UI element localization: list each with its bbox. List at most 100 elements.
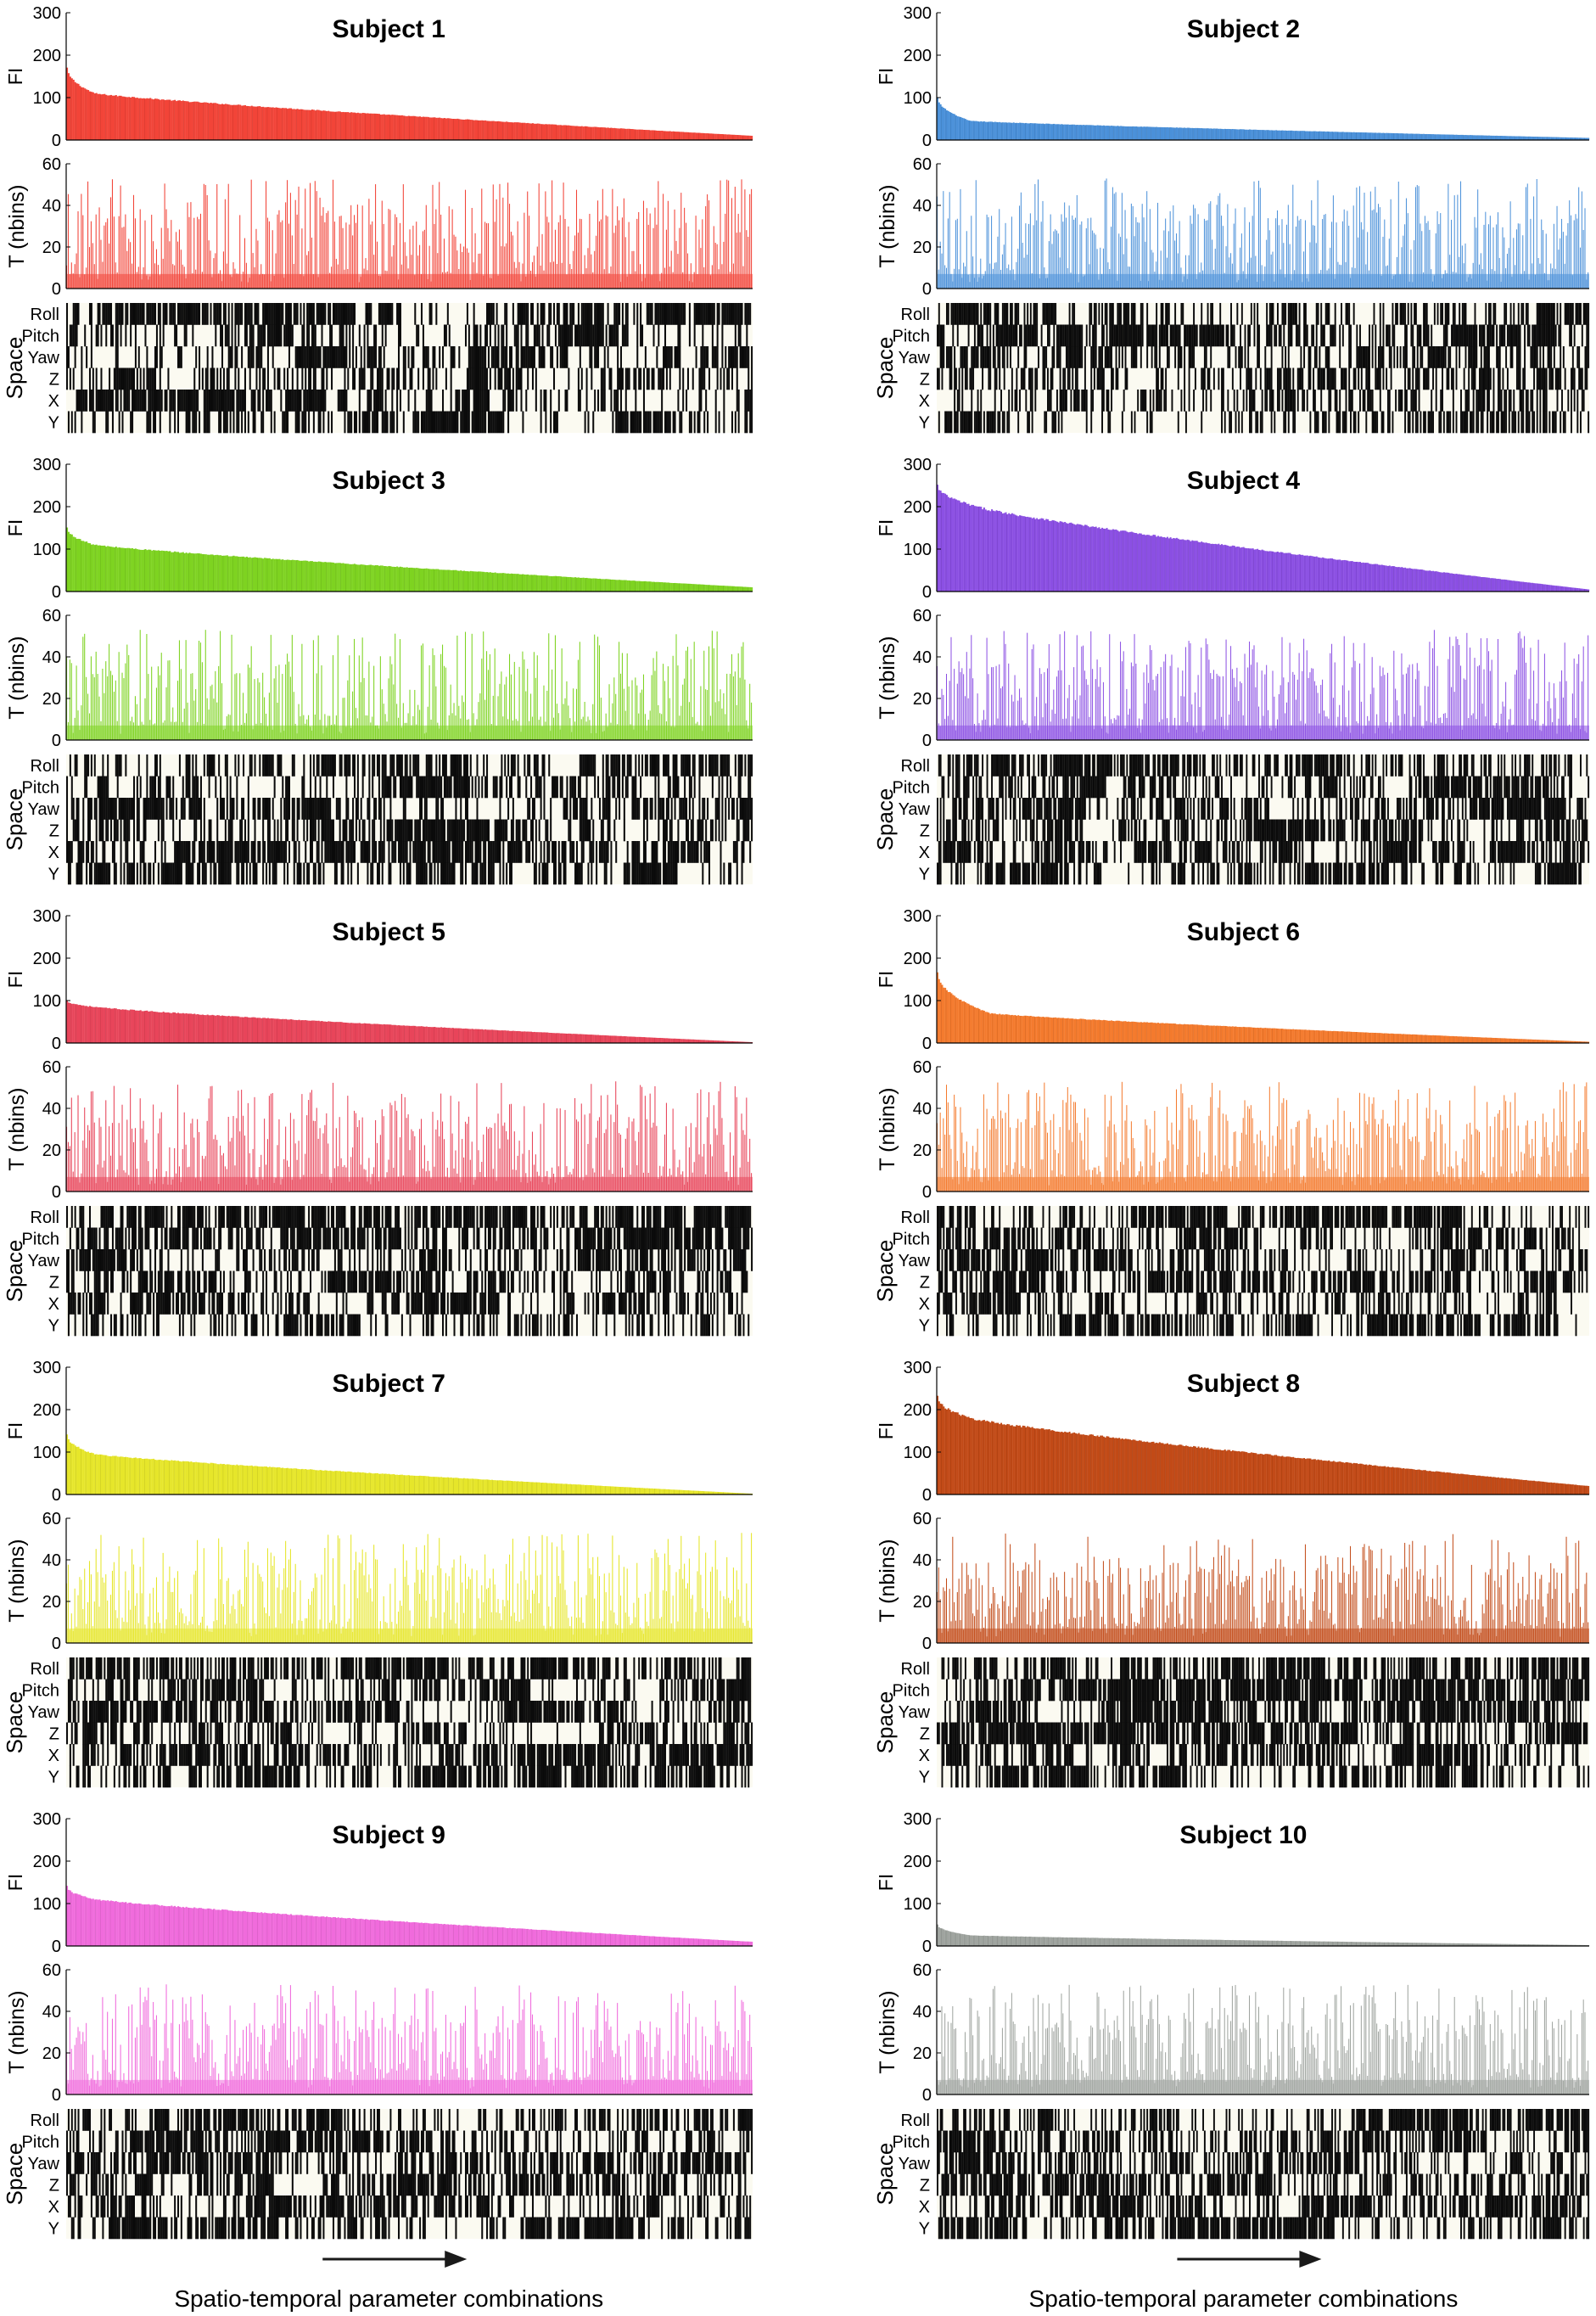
space-cell bbox=[1369, 390, 1372, 412]
space-cell bbox=[1121, 411, 1123, 434]
fi-bar bbox=[1014, 122, 1016, 140]
space-cell bbox=[1508, 324, 1510, 347]
space-cell bbox=[1448, 367, 1450, 390]
space-cell bbox=[1101, 303, 1104, 325]
space-cell bbox=[1502, 367, 1504, 390]
fi-bar bbox=[259, 106, 261, 140]
fi-bar bbox=[88, 543, 92, 592]
space-cell bbox=[1526, 324, 1529, 347]
fi-bar bbox=[417, 568, 420, 592]
space-cell bbox=[329, 346, 332, 368]
space-cell bbox=[407, 390, 410, 412]
fi-bar bbox=[664, 131, 667, 140]
fi-bar bbox=[1442, 134, 1445, 140]
space-cell bbox=[1328, 346, 1330, 368]
space-cell bbox=[159, 324, 161, 347]
space-cell bbox=[1283, 324, 1285, 347]
fi-bar bbox=[507, 573, 510, 592]
fi-bar bbox=[630, 580, 632, 592]
t-bar bbox=[1545, 233, 1547, 289]
t-bar bbox=[1571, 275, 1573, 289]
space-cell bbox=[107, 411, 109, 434]
space-cell bbox=[1003, 367, 1005, 390]
space-cell bbox=[640, 324, 642, 347]
t-bar bbox=[1036, 220, 1038, 289]
fi-bar bbox=[437, 569, 440, 592]
fi-bar bbox=[1436, 134, 1439, 140]
fi-bar bbox=[153, 550, 155, 592]
fi-bar bbox=[443, 118, 446, 140]
t-bar bbox=[182, 264, 183, 289]
space-cell bbox=[1001, 324, 1004, 347]
space-cell bbox=[317, 346, 320, 368]
space-cell bbox=[708, 303, 711, 325]
t-bar bbox=[535, 277, 536, 289]
space-cell bbox=[1044, 303, 1046, 325]
space-cell bbox=[1382, 303, 1385, 325]
space-cell bbox=[1449, 346, 1452, 368]
fi-bar bbox=[300, 560, 302, 592]
t-bar bbox=[1513, 238, 1515, 289]
space-cell bbox=[698, 303, 701, 325]
space-cell bbox=[358, 411, 361, 434]
fi-bar bbox=[659, 581, 662, 592]
fi-bar bbox=[165, 99, 168, 140]
fi-bar bbox=[693, 584, 696, 592]
space-cell bbox=[268, 324, 271, 347]
space-cell bbox=[1109, 346, 1112, 368]
space-cell bbox=[600, 390, 602, 412]
fi-bar bbox=[98, 545, 101, 592]
space-cell bbox=[174, 303, 176, 325]
t-bar bbox=[310, 182, 311, 289]
t-bar bbox=[139, 209, 141, 289]
fi-bar bbox=[1132, 126, 1134, 140]
t-bar bbox=[530, 270, 532, 289]
space-cell bbox=[345, 390, 348, 412]
space-cell bbox=[697, 303, 699, 325]
space-cell bbox=[1334, 367, 1336, 390]
t-tick-label: 20 bbox=[42, 238, 61, 257]
t-bar bbox=[1000, 269, 1002, 289]
t-bar bbox=[484, 222, 486, 289]
space-cell bbox=[1371, 324, 1374, 347]
fi-bar bbox=[686, 583, 688, 592]
space-cell bbox=[1365, 411, 1368, 434]
space-cell bbox=[1564, 367, 1566, 390]
t-bar bbox=[1494, 271, 1496, 289]
space-cell bbox=[88, 303, 91, 325]
fi-bar bbox=[1541, 137, 1543, 140]
space-cell bbox=[443, 324, 445, 347]
space-cell bbox=[1423, 411, 1425, 434]
fi-bar bbox=[1210, 128, 1212, 140]
t-bar bbox=[955, 220, 956, 289]
fi-bar bbox=[208, 554, 210, 592]
space-cell bbox=[1169, 324, 1172, 347]
space-cell bbox=[1404, 303, 1407, 325]
t-bar bbox=[1515, 229, 1517, 289]
t-bar bbox=[132, 194, 135, 289]
fi-bar bbox=[1397, 133, 1400, 140]
fi-bar bbox=[988, 121, 990, 140]
space-cell bbox=[1532, 411, 1534, 434]
space-cell bbox=[1303, 324, 1306, 347]
space-cell bbox=[270, 390, 272, 412]
space-cell bbox=[1382, 411, 1385, 434]
t-bar bbox=[1017, 249, 1019, 289]
space-cell bbox=[1106, 303, 1108, 325]
space-cell bbox=[1121, 346, 1123, 368]
space-cell bbox=[1418, 390, 1420, 412]
space-cell bbox=[1371, 346, 1374, 368]
fi-bar bbox=[587, 578, 590, 592]
t-bar bbox=[1309, 242, 1311, 289]
space-cell bbox=[1405, 390, 1408, 412]
fi-bar bbox=[674, 132, 676, 140]
fi-bar bbox=[483, 121, 485, 140]
fi-bar bbox=[731, 134, 734, 140]
space-cell bbox=[1011, 324, 1013, 347]
space-cell bbox=[1359, 390, 1361, 412]
fi-bar bbox=[72, 79, 75, 140]
t-bar bbox=[626, 277, 628, 289]
t-bar bbox=[563, 182, 564, 289]
